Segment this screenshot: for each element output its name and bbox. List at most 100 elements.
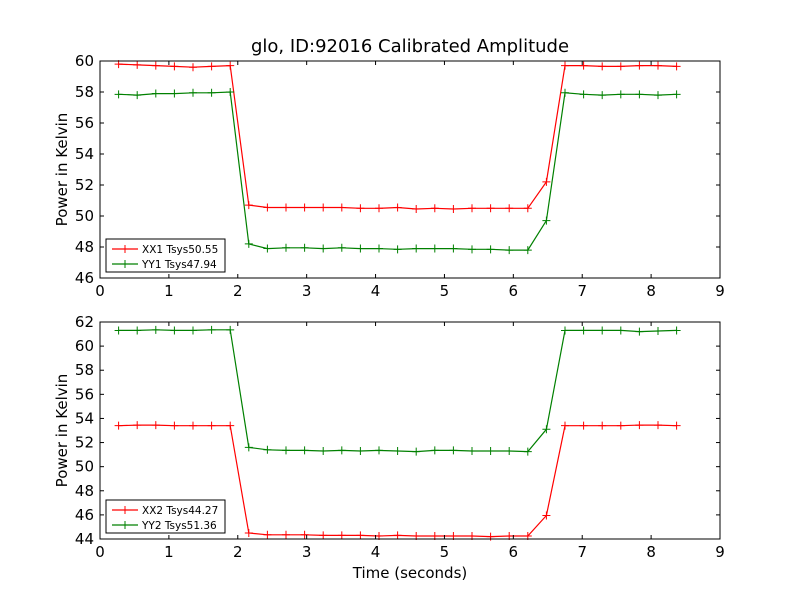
data-point	[635, 61, 644, 70]
data-point	[672, 62, 681, 71]
data-point	[133, 326, 142, 335]
data-point	[468, 245, 476, 254]
data-point	[151, 421, 160, 430]
data-point	[151, 61, 160, 70]
data-point	[319, 531, 328, 540]
data-point	[244, 239, 253, 248]
x-axis-label: Time (seconds)	[352, 564, 468, 582]
data-point	[672, 421, 681, 430]
data-point	[430, 446, 439, 455]
legend-label: YY1 Tsys47.94	[141, 259, 217, 271]
legend-box	[105, 499, 226, 534]
y-tick-label: 54	[75, 409, 94, 427]
x-tick-label: 8	[646, 543, 656, 561]
data-point	[356, 204, 365, 213]
y-tick-label: 60	[75, 52, 94, 70]
data-point	[133, 421, 142, 430]
data-point	[449, 205, 458, 214]
data-point	[300, 203, 309, 212]
y-tick-label: 52	[75, 176, 94, 194]
data-point	[319, 244, 328, 253]
legend-label: XX2 Tsys44.27	[142, 505, 218, 517]
data-point	[282, 530, 290, 539]
data-point	[226, 421, 235, 430]
legend-marker	[121, 506, 129, 514]
y-tick-label: 56	[75, 114, 94, 132]
data-point	[189, 63, 197, 72]
x-tick-label: 0	[95, 282, 105, 300]
y-tick-label: 50	[75, 458, 94, 476]
data-point	[170, 62, 179, 71]
legend-marker	[121, 521, 129, 529]
data-point	[505, 246, 514, 255]
data-point	[114, 90, 123, 99]
data-point	[337, 446, 346, 455]
y-tick-label: 54	[75, 145, 94, 163]
data-point	[207, 88, 216, 97]
legend-label: YY2 Tsys51.36	[141, 520, 217, 532]
data-point	[654, 61, 662, 70]
y-tick-label: 50	[75, 207, 94, 225]
data-point	[412, 244, 421, 253]
data-point	[616, 326, 625, 335]
data-point	[375, 446, 383, 455]
x-tick-label: 5	[440, 282, 450, 300]
data-point	[319, 203, 328, 212]
data-point	[542, 177, 551, 186]
data-point	[300, 530, 309, 539]
data-point	[244, 201, 253, 210]
legend: XX2 Tsys44.27 YY2 Tsys51.36	[105, 499, 226, 534]
data-point	[486, 245, 495, 254]
axes-frame	[99, 60, 721, 279]
data-point	[133, 91, 142, 100]
data-point	[263, 530, 272, 539]
data-point	[412, 447, 421, 456]
data-point	[598, 62, 607, 71]
x-tick-label: 4	[371, 543, 381, 561]
x-tick-label: 7	[577, 543, 587, 561]
data-point	[189, 326, 197, 335]
data-point	[337, 531, 346, 540]
data-point	[486, 446, 495, 455]
data-point	[505, 446, 514, 455]
data-point	[337, 203, 346, 212]
data-point	[672, 326, 681, 335]
data-point	[393, 245, 402, 254]
legend-marker	[121, 245, 129, 253]
data-point	[263, 445, 272, 454]
x-tick-label: 9	[715, 282, 725, 300]
data-point	[133, 60, 142, 69]
x-tick-label: 8	[646, 282, 656, 300]
y-tick-label: 58	[75, 361, 94, 379]
x-tick-label: 4	[371, 282, 381, 300]
data-point	[412, 205, 421, 214]
data-point	[282, 203, 290, 212]
data-point	[561, 61, 569, 70]
x-tick-label: 2	[233, 543, 243, 561]
y-tick-label: 58	[75, 83, 94, 101]
data-point	[170, 421, 179, 430]
data-point	[207, 421, 216, 430]
x-tick-label: 5	[440, 543, 450, 561]
y-axis-label: Power in Kelvin	[53, 113, 71, 227]
data-point	[616, 421, 625, 430]
x-tick-label: 9	[715, 543, 725, 561]
data-point	[468, 204, 476, 213]
data-point	[654, 421, 662, 430]
data-point	[356, 446, 365, 455]
x-tick-label: 6	[509, 543, 519, 561]
data-point	[282, 243, 290, 252]
data-point	[523, 246, 532, 255]
data-point	[486, 204, 495, 213]
data-point	[542, 425, 551, 434]
legend-marker	[121, 260, 129, 268]
data-point	[263, 203, 272, 212]
data-point	[616, 90, 625, 99]
data-point	[319, 446, 328, 455]
y-tick-label: 62	[75, 313, 94, 331]
data-point	[189, 88, 197, 97]
data-point	[393, 446, 402, 455]
data-point	[654, 327, 662, 336]
